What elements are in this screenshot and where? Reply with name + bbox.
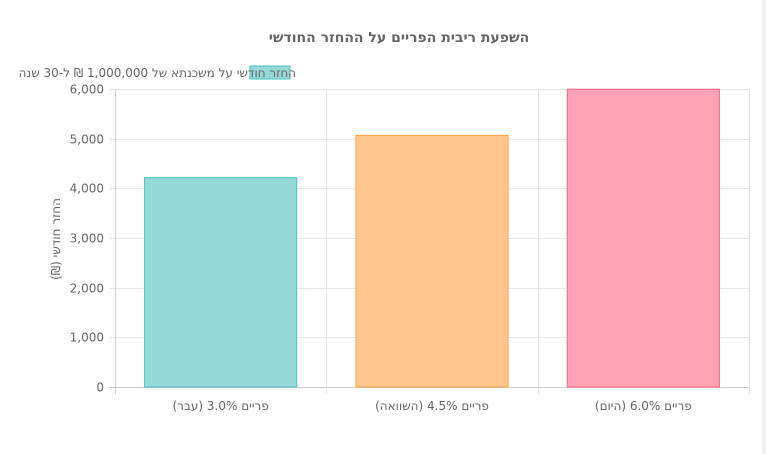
legend-label: החזר חודשי על משכנתא של 1,000,000 ₪ ל-30… bbox=[19, 66, 296, 80]
bars bbox=[144, 88, 720, 388]
x-tick-labels: פריים 3.0% (עבר) פריים 4.5% (השוואה) פריים… bbox=[173, 399, 692, 413]
chart-title: השפעת ריבית הפריים על ההחזר החודשי bbox=[269, 30, 529, 46]
legend[interactable]: החזר חודשי על משכנתא של 1,000,000 ₪ ל-30… bbox=[19, 65, 296, 80]
y-tick-label: 2,000 bbox=[70, 282, 104, 296]
bar[interactable] bbox=[566, 88, 720, 388]
y-axis-label: החזר חודשי (₪) bbox=[49, 198, 63, 280]
y-tick-label: 4,000 bbox=[70, 182, 104, 196]
y-tick-label: 6,000 bbox=[70, 83, 104, 97]
bar[interactable] bbox=[355, 134, 509, 388]
y-tick-label: 1,000 bbox=[70, 331, 104, 345]
y-tick-label: 3,000 bbox=[70, 232, 104, 246]
y-tick-label: 0 bbox=[96, 381, 104, 395]
x-tick-label: פריים 3.0% (עבר) bbox=[173, 399, 269, 413]
y-tick-labels: 0 1,000 2,000 3,000 4,000 5,000 6,000 bbox=[70, 83, 104, 395]
bar[interactable] bbox=[144, 177, 298, 388]
x-tick-label: פריים 6.0% (היום) bbox=[595, 399, 692, 413]
y-tick-label: 5,000 bbox=[70, 133, 104, 147]
x-tick-label: פריים 4.5% (השוואה) bbox=[375, 399, 489, 413]
legend-swatch bbox=[249, 65, 291, 80]
